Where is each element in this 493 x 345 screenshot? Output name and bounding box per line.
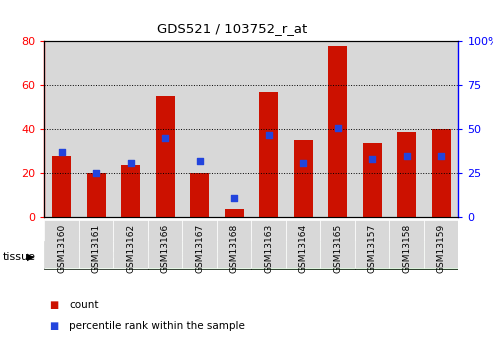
Text: ▶: ▶ <box>27 252 35 262</box>
Bar <box>355 41 389 217</box>
FancyBboxPatch shape <box>44 220 79 268</box>
FancyBboxPatch shape <box>251 241 355 269</box>
FancyBboxPatch shape <box>148 241 251 269</box>
Bar <box>424 41 458 217</box>
Bar <box>44 41 79 217</box>
Bar <box>217 41 251 217</box>
Bar <box>294 140 313 217</box>
Text: GSM13157: GSM13157 <box>368 224 377 273</box>
Bar <box>286 41 320 217</box>
FancyBboxPatch shape <box>286 220 320 268</box>
FancyBboxPatch shape <box>355 241 458 269</box>
Bar <box>79 41 113 217</box>
FancyBboxPatch shape <box>320 220 355 268</box>
Point <box>403 153 411 158</box>
Bar <box>320 41 355 217</box>
Point <box>368 157 376 162</box>
FancyBboxPatch shape <box>389 220 424 268</box>
Point <box>437 153 445 158</box>
Text: GSM13159: GSM13159 <box>437 224 446 273</box>
Point <box>299 160 307 166</box>
Text: ■: ■ <box>49 321 59 331</box>
Text: GSM13162: GSM13162 <box>126 224 135 273</box>
Text: GSM13160: GSM13160 <box>57 224 66 273</box>
FancyBboxPatch shape <box>113 220 148 268</box>
Text: GSM13168: GSM13168 <box>230 224 239 273</box>
FancyBboxPatch shape <box>424 220 458 268</box>
Text: GSM13165: GSM13165 <box>333 224 342 273</box>
Text: GSM13166: GSM13166 <box>161 224 170 273</box>
Bar <box>251 41 286 217</box>
Point <box>161 135 169 141</box>
Text: ileum: ileum <box>287 250 319 260</box>
Point <box>265 132 273 137</box>
Bar <box>397 131 416 217</box>
FancyBboxPatch shape <box>355 220 389 268</box>
Point <box>92 171 100 176</box>
Text: count: count <box>69 300 99 310</box>
Bar <box>328 46 347 217</box>
FancyBboxPatch shape <box>217 220 251 268</box>
Bar <box>52 156 71 217</box>
Text: colon: colon <box>392 250 422 260</box>
FancyBboxPatch shape <box>44 241 148 269</box>
Point <box>334 125 342 130</box>
Text: jejunum: jejunum <box>177 250 222 260</box>
Text: GSM13164: GSM13164 <box>299 224 308 273</box>
Text: GDS521 / 103752_r_at: GDS521 / 103752_r_at <box>157 22 307 36</box>
FancyBboxPatch shape <box>148 220 182 268</box>
Point <box>127 160 135 166</box>
Bar <box>389 41 424 217</box>
Bar <box>432 129 451 217</box>
Bar <box>148 41 182 217</box>
Bar <box>182 41 217 217</box>
Point <box>230 195 238 201</box>
Text: percentile rank within the sample: percentile rank within the sample <box>69 321 245 331</box>
Text: GSM13161: GSM13161 <box>92 224 101 273</box>
FancyBboxPatch shape <box>79 220 113 268</box>
Point <box>58 149 66 155</box>
FancyBboxPatch shape <box>182 220 217 268</box>
Bar <box>259 92 278 217</box>
Text: GSM13163: GSM13163 <box>264 224 273 273</box>
Bar <box>87 173 106 217</box>
Bar <box>190 173 209 217</box>
Bar <box>363 142 382 217</box>
Bar <box>156 96 175 217</box>
Text: duodenum: duodenum <box>66 250 126 260</box>
Text: tissue: tissue <box>2 252 35 262</box>
Point <box>196 158 204 164</box>
Text: GSM13167: GSM13167 <box>195 224 204 273</box>
FancyBboxPatch shape <box>251 220 286 268</box>
Bar <box>121 165 140 217</box>
Bar <box>113 41 148 217</box>
Text: GSM13158: GSM13158 <box>402 224 411 273</box>
Bar <box>225 208 244 217</box>
Text: ■: ■ <box>49 300 59 310</box>
